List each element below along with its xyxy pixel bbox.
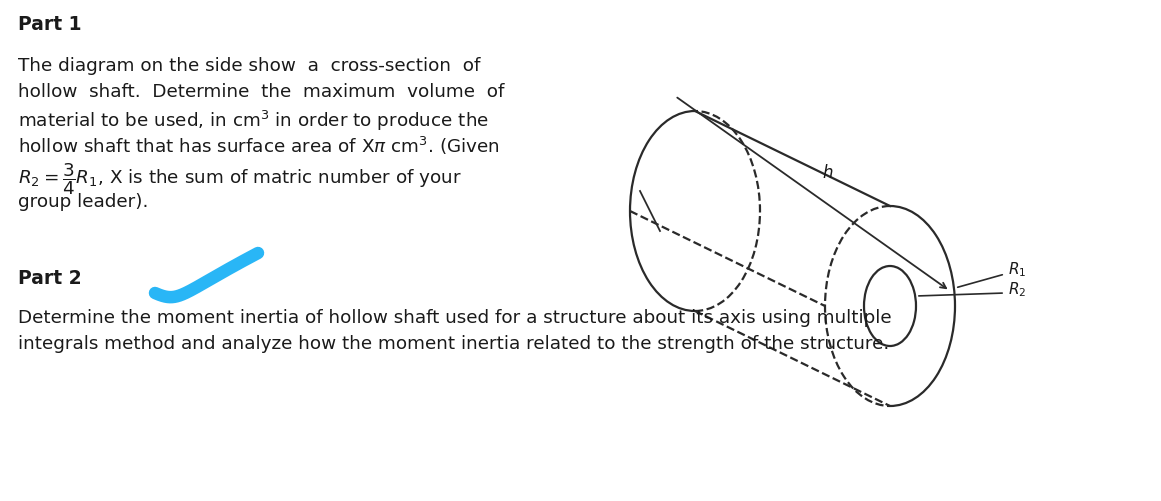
Text: h: h bbox=[822, 163, 832, 181]
Text: Part 2: Part 2 bbox=[19, 269, 81, 288]
Text: Determine the moment inertia of hollow shaft used for a structure about its axis: Determine the moment inertia of hollow s… bbox=[19, 309, 892, 327]
Text: The diagram on the side show  a  cross-section  of: The diagram on the side show a cross-sec… bbox=[19, 57, 481, 75]
Text: material to be used, in cm$^3$ in order to produce the: material to be used, in cm$^3$ in order … bbox=[19, 109, 489, 133]
Text: hollow shaft that has surface area of X$\pi$ cm$^3$. (Given: hollow shaft that has surface area of X$… bbox=[19, 135, 500, 157]
Text: integrals method and analyze how the moment inertia related to the strength of t: integrals method and analyze how the mom… bbox=[19, 335, 889, 353]
Text: hollow  shaft.  Determine  the  maximum  volume  of: hollow shaft. Determine the maximum volu… bbox=[19, 83, 504, 101]
Text: $R_1$: $R_1$ bbox=[1008, 261, 1026, 280]
Text: Part 1: Part 1 bbox=[19, 15, 81, 34]
Text: group leader).: group leader). bbox=[19, 193, 149, 211]
Text: $R_2 = \dfrac{3}{4}R_1$, X is the sum of matric number of your: $R_2 = \dfrac{3}{4}R_1$, X is the sum of… bbox=[19, 161, 462, 197]
Text: $R_2$: $R_2$ bbox=[1008, 281, 1026, 300]
